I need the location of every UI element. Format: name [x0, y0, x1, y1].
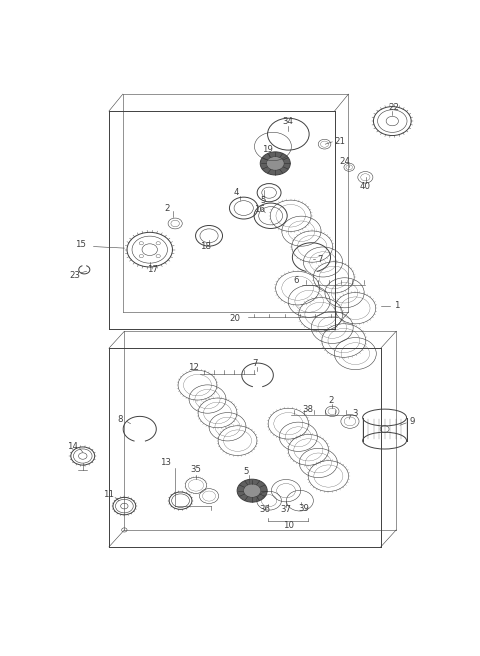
- Text: 22: 22: [388, 104, 399, 112]
- Text: 40: 40: [360, 182, 371, 191]
- Ellipse shape: [243, 484, 261, 497]
- Text: 20: 20: [229, 314, 240, 323]
- Text: 8: 8: [117, 415, 123, 424]
- Text: 24: 24: [339, 157, 350, 167]
- Text: 23: 23: [70, 270, 81, 279]
- Text: 2: 2: [328, 396, 334, 405]
- Text: 17: 17: [146, 265, 157, 274]
- Ellipse shape: [266, 157, 284, 170]
- Text: 37: 37: [280, 505, 291, 514]
- Text: 15: 15: [75, 240, 86, 249]
- Text: 12: 12: [188, 363, 199, 372]
- Text: 18: 18: [201, 242, 212, 251]
- Text: 36: 36: [260, 505, 271, 514]
- Ellipse shape: [237, 479, 267, 502]
- Text: 5: 5: [243, 467, 249, 476]
- Text: 7: 7: [317, 255, 323, 264]
- Text: 5: 5: [260, 196, 266, 205]
- Text: 9: 9: [409, 417, 415, 426]
- Text: 39: 39: [298, 504, 309, 513]
- Text: 35: 35: [191, 465, 202, 474]
- Text: 2: 2: [165, 203, 170, 213]
- Text: 3: 3: [352, 409, 358, 418]
- Text: 1: 1: [394, 301, 399, 310]
- Text: 7: 7: [252, 359, 258, 368]
- Text: 16: 16: [254, 205, 265, 214]
- Text: 38: 38: [302, 405, 313, 415]
- Text: 34: 34: [283, 117, 294, 125]
- Text: 10: 10: [283, 521, 294, 530]
- Text: 6: 6: [293, 276, 299, 285]
- Text: 4: 4: [234, 188, 240, 197]
- Text: 11: 11: [103, 490, 114, 499]
- Text: 14: 14: [67, 442, 78, 451]
- Text: 19: 19: [262, 145, 273, 154]
- Text: 21: 21: [335, 137, 346, 146]
- Ellipse shape: [260, 152, 290, 175]
- Text: 13: 13: [160, 458, 171, 466]
